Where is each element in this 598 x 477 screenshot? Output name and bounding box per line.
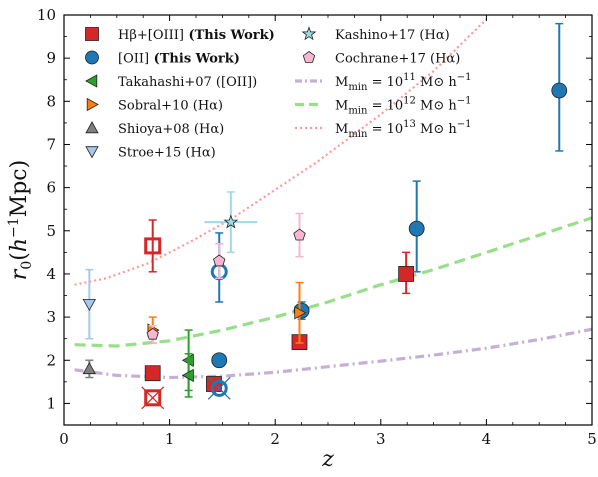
legend-entry-6: Stroe+15 (Hα) bbox=[85, 146, 216, 161]
marker-pentagon bbox=[146, 327, 159, 340]
series-8-point-3 bbox=[293, 212, 306, 258]
series-6-point-1 bbox=[82, 268, 96, 340]
legend: Hβ+[OIII] (This Work) [OII] (This Work) Ta… bbox=[85, 26, 471, 161]
legend-marker-triangle-down bbox=[85, 146, 99, 159]
marker-square bbox=[398, 266, 415, 282]
legend-label: Hβ+[OIII] (This Work) bbox=[118, 28, 275, 43]
legend-label: Sobral+10 (Hα) bbox=[118, 99, 223, 114]
series-2-point-4 bbox=[551, 22, 568, 152]
y-tick-label: 8 bbox=[46, 92, 56, 110]
x-tick-label: 0 bbox=[59, 430, 69, 448]
marker-square bbox=[144, 365, 161, 382]
marker-circle bbox=[210, 379, 228, 397]
y-tick-label: 4 bbox=[46, 265, 56, 283]
legend-entry-2: [OII] (This Work) bbox=[85, 50, 240, 67]
series-8-point-2 bbox=[213, 242, 226, 280]
legend-entry-11: Mmin = 1013 M⊙ h−1 bbox=[295, 119, 471, 140]
legend-entry-7: Kashino+17 (Hα) bbox=[301, 26, 450, 43]
cross-line bbox=[141, 386, 165, 410]
marker-circle bbox=[551, 82, 568, 99]
legend-label: [OII] (This Work) bbox=[118, 52, 240, 67]
marker-circle bbox=[211, 352, 228, 369]
legend-label: Stroe+15 (Hα) bbox=[118, 146, 216, 161]
series-7-point-1 bbox=[204, 191, 258, 254]
marker-square bbox=[144, 389, 162, 407]
legend-marker-triangle-left bbox=[85, 74, 98, 88]
legend-marker-star bbox=[301, 26, 317, 41]
legend-marker-square bbox=[85, 27, 99, 41]
y-tick-label: 2 bbox=[46, 351, 56, 369]
series-3-point-2 bbox=[181, 353, 194, 398]
marker-pentagon bbox=[293, 228, 306, 241]
marker-circle bbox=[408, 220, 425, 237]
legend-entry-9: Mmin = 1011 M⊙ h−1 bbox=[295, 72, 471, 93]
legend-marker-pentagon bbox=[302, 51, 316, 63]
x-tick-label: 4 bbox=[482, 430, 492, 448]
legend-marker-triangle-right bbox=[86, 97, 99, 112]
legend-entry-5: Shioya+08 (Hα) bbox=[85, 121, 224, 137]
data-points bbox=[82, 22, 568, 410]
y-tick-label: 7 bbox=[46, 135, 56, 153]
legend-entry-8: Cochrane+17 (Hα) bbox=[302, 51, 460, 67]
series-1-point-5 bbox=[144, 219, 162, 273]
legend-entry-1: Hβ+[OIII] (This Work) bbox=[85, 27, 275, 43]
x-tick-label: 1 bbox=[165, 430, 175, 448]
y-axis-label: r0(h−1Mpc) bbox=[6, 160, 35, 280]
legend-label: Kashino+17 (Hα) bbox=[335, 28, 450, 43]
legend-label: Mmin = 1012 M⊙ h−1 bbox=[335, 96, 471, 117]
legend-marker-circle bbox=[85, 50, 99, 65]
series-8-point-1 bbox=[146, 324, 159, 344]
marker-triangle-right bbox=[294, 306, 307, 320]
legend-entry-10: Mmin = 1012 M⊙ h−1 bbox=[295, 96, 471, 117]
marker-triangle-left bbox=[181, 368, 194, 383]
legend-label: Mmin = 1013 M⊙ h−1 bbox=[335, 119, 471, 140]
series-2-point-1 bbox=[211, 352, 228, 369]
marker-star bbox=[223, 214, 239, 229]
legend-entry-4: Sobral+10 (Hα) bbox=[86, 97, 223, 114]
series-1-point-4 bbox=[398, 251, 415, 295]
marker-triangle-up bbox=[82, 362, 96, 375]
legend-marker-triangle-up bbox=[85, 121, 99, 134]
marker-pentagon bbox=[213, 254, 226, 267]
y-tick-label: 10 bbox=[37, 6, 56, 24]
legend-entry-3: Takahashi+07 ([OII]) bbox=[85, 74, 257, 90]
series-4-point-2 bbox=[294, 281, 307, 344]
legend-label: Shioya+08 (Hα) bbox=[118, 122, 224, 137]
y-tick-label: 5 bbox=[46, 222, 56, 240]
cross-line bbox=[207, 376, 231, 400]
x-tick-label: 5 bbox=[587, 430, 597, 448]
x-axis-label: z bbox=[321, 447, 334, 472]
legend-label: Takahashi+07 ([OII]) bbox=[118, 75, 257, 90]
y-tick-label: 9 bbox=[46, 49, 56, 67]
series-1-point-1 bbox=[144, 365, 161, 382]
marker-square bbox=[144, 237, 162, 255]
legend-label: Mmin = 1011 M⊙ h−1 bbox=[335, 72, 471, 93]
legend-label: Cochrane+17 (Hα) bbox=[335, 52, 460, 67]
y-tick-label: 6 bbox=[46, 179, 56, 197]
series-5-point-1 bbox=[82, 359, 96, 379]
marker-triangle-down bbox=[82, 298, 96, 312]
y-tick-label: 3 bbox=[46, 308, 56, 326]
series-1-point-6 bbox=[141, 386, 165, 410]
series-2-point-3 bbox=[408, 180, 425, 273]
x-tick-label: 3 bbox=[376, 430, 386, 448]
x-tick-label: 2 bbox=[270, 430, 280, 448]
y-tick-label: 1 bbox=[46, 394, 56, 412]
series-2-point-6 bbox=[207, 376, 231, 400]
